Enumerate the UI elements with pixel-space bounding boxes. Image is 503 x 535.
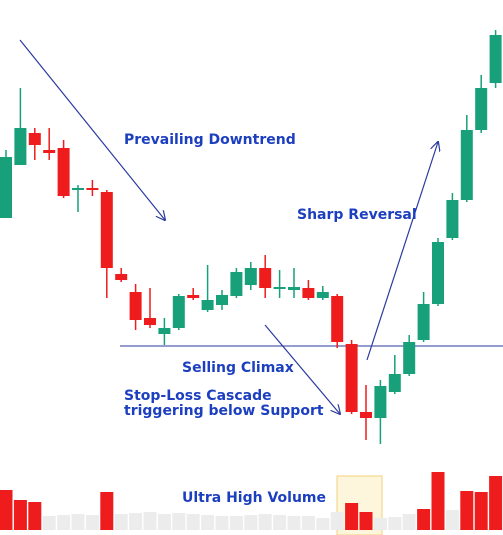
volume-bar <box>172 513 186 530</box>
candle-body <box>259 268 272 288</box>
candle-body <box>28 133 41 145</box>
volume-bar <box>215 516 229 530</box>
candle-body <box>446 200 459 238</box>
volume-bar <box>229 516 243 530</box>
candle-body <box>216 295 228 305</box>
candle-body <box>345 344 358 412</box>
candle-body <box>100 192 113 268</box>
candle-body <box>244 268 257 285</box>
volume-layer <box>0 472 503 530</box>
candle-body <box>14 128 27 165</box>
volume-bar <box>330 512 344 530</box>
candle-body <box>475 88 488 130</box>
volume-bar <box>100 492 114 530</box>
annotation: Stop-Loss Cascade <box>124 388 272 404</box>
volume-bar <box>85 515 99 530</box>
downtrend-arrow <box>19 39 165 220</box>
volume-bar <box>359 512 373 530</box>
candle-body <box>316 292 329 298</box>
volume-bar <box>287 516 301 530</box>
candle-body <box>0 157 12 218</box>
volume-bar <box>129 513 143 530</box>
candle-body <box>230 272 243 296</box>
candle-body <box>43 150 56 153</box>
reversal-arrow <box>366 142 438 361</box>
annotation: triggering below Support <box>124 403 324 419</box>
candle-body <box>72 188 84 190</box>
candle-body <box>331 296 344 342</box>
annotation: Selling Climax <box>182 360 294 376</box>
candle-body <box>172 296 185 328</box>
candle-body <box>388 374 401 392</box>
candle-body <box>288 287 300 290</box>
volume-bar <box>489 476 503 530</box>
volume-bar <box>0 490 13 530</box>
volume-bar <box>244 515 258 530</box>
volume-bar <box>157 514 171 530</box>
candle-body <box>432 242 444 304</box>
candle-body <box>374 386 387 418</box>
volume-bar <box>316 518 330 530</box>
volume-bar <box>201 515 215 530</box>
volume-bar <box>273 515 287 530</box>
candle-body <box>115 274 128 280</box>
candle-body <box>360 412 372 418</box>
candle-body <box>129 292 142 320</box>
volume-bar <box>388 517 402 530</box>
candle-body <box>201 300 214 310</box>
volume-bar <box>345 503 359 530</box>
volume-bar <box>71 514 85 530</box>
candle-body <box>403 342 416 374</box>
candle-body <box>86 188 99 190</box>
candle-body <box>187 295 200 298</box>
volume-bar <box>143 512 157 530</box>
volume-bar <box>301 516 315 530</box>
volume-bar <box>460 491 474 530</box>
volume-bar <box>28 502 42 530</box>
candle-body <box>158 328 171 334</box>
volume-bar <box>57 515 71 530</box>
candle-body <box>57 148 70 196</box>
annotation: Prevailing Downtrend <box>124 132 296 148</box>
volume-bar <box>258 514 272 530</box>
climax-arrow <box>264 324 340 414</box>
volume-bar <box>474 492 488 530</box>
candle-body <box>302 288 315 298</box>
price-layer <box>0 30 503 444</box>
annotation: Sharp Reversal <box>297 207 417 223</box>
candle-body <box>460 130 473 200</box>
volume-bar <box>373 518 387 530</box>
volume-bar <box>13 500 27 530</box>
annotation: Ultra High Volume <box>182 490 326 506</box>
volume-bar <box>42 516 56 530</box>
volume-bar <box>445 510 459 530</box>
candle-body <box>489 35 502 83</box>
candle-body <box>273 287 286 289</box>
volume-bar <box>402 514 416 530</box>
volume-bar <box>114 514 128 530</box>
volume-bar <box>431 472 445 530</box>
candle-body <box>144 318 156 325</box>
volume-bar <box>186 514 200 530</box>
candle-body <box>417 304 430 340</box>
volume-bar <box>417 509 431 530</box>
